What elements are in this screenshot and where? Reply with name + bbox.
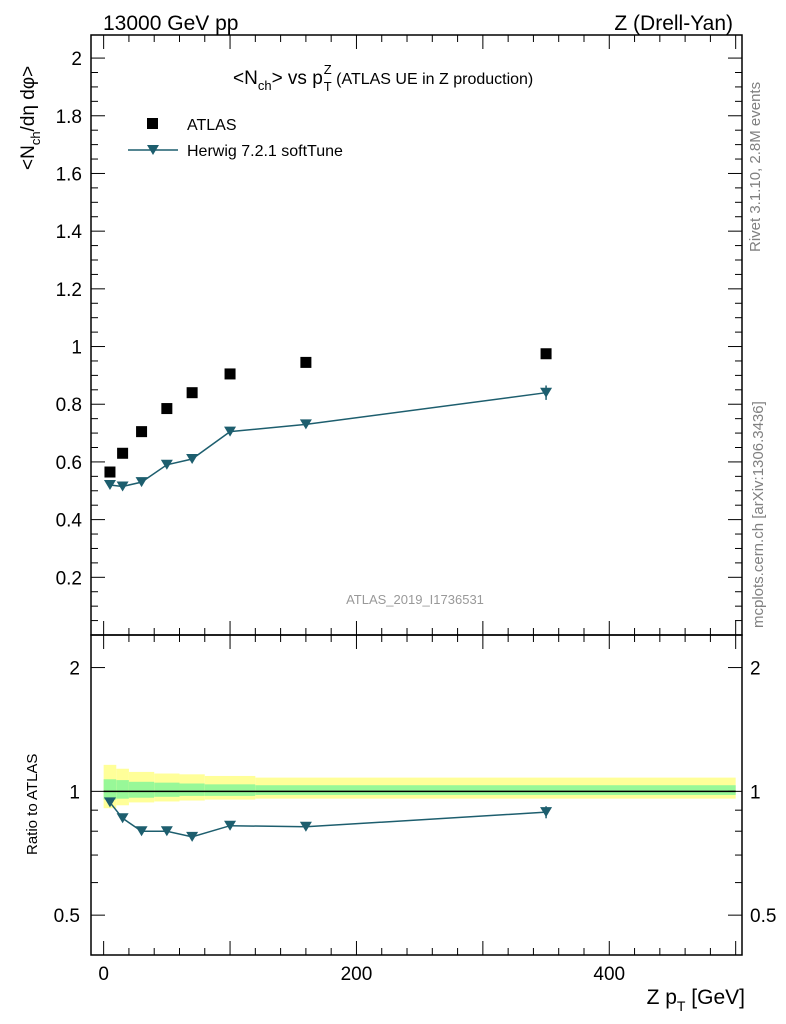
legend-mc-label: Herwig 7.2.1 softTune — [187, 143, 343, 160]
ratio-mc-point — [224, 820, 237, 831]
ratio-ytick-label: 2 — [69, 659, 80, 680]
main-data-marks — [103, 348, 553, 492]
main-ytick-label: 1 — [71, 338, 82, 359]
main-ytick-label: 0.8 — [56, 395, 82, 416]
main-ylabel: <Nch/dη dφ> — [18, 66, 43, 170]
main-ytick-label: 0.4 — [56, 511, 83, 532]
atlas-point — [540, 348, 552, 360]
ratio-mc-point — [103, 797, 116, 808]
ratio-mc-line — [109, 801, 547, 838]
ratio-frame — [90, 634, 743, 956]
atlas-point — [186, 387, 198, 399]
mc-point — [135, 477, 148, 488]
main-ytick-label: 1.2 — [56, 280, 82, 301]
analysis-watermark: ATLAS_2019_I1736531 — [346, 592, 484, 607]
main-ytick-label: 2 — [71, 49, 82, 70]
ratio-band-green — [103, 779, 117, 800]
ratio-ytick-label-right: 0.5 — [750, 906, 776, 927]
main-ytick-label: 0.2 — [56, 568, 82, 589]
mc-point — [160, 459, 173, 470]
main-ytick-label: 1.6 — [56, 164, 82, 185]
ratio-band-green — [204, 784, 256, 796]
ratio-ytick-label: 0.5 — [54, 906, 80, 927]
ratio-mc-point — [186, 831, 199, 842]
ratio-mc-point — [135, 826, 148, 837]
atlas-point — [300, 356, 312, 368]
xlabel: Z pT [GeV] — [647, 986, 745, 1014]
ratio-band-green — [154, 782, 180, 797]
ratio-mc-point — [160, 826, 173, 837]
ratio-ytick-label: 1 — [69, 782, 80, 803]
ratio-mc-point — [299, 821, 312, 832]
main-axis-ticks: 0.2 0.4 0.6 0.8 1 1.2 1.4 1.6 1.8 2 — [56, 35, 742, 636]
header-right: Z (Drell-Yan) — [614, 12, 733, 35]
ratio-band-green — [116, 780, 129, 799]
ratio-ytick-label-right: 2 — [750, 659, 761, 680]
main-ytick-label: 0.6 — [56, 453, 82, 474]
mc-point — [116, 481, 129, 492]
ratio-uncertainty-bands — [103, 764, 736, 809]
atlas-point — [224, 368, 236, 380]
ratio-band-green — [179, 783, 205, 796]
ratio-ylabel: Ratio to ATLAS — [24, 754, 41, 855]
ratio-mc-point — [540, 807, 553, 818]
mcplots-label: mcplots.cern.ch [arXiv:1306.3436] — [750, 401, 767, 628]
main-ytick-label: 1.8 — [56, 107, 82, 128]
ratio-band-green — [255, 785, 736, 795]
legend-atlas-marker — [147, 118, 158, 129]
legend-atlas-label: ATLAS — [187, 117, 237, 134]
ratio-band-green — [128, 781, 155, 798]
ratio-xtick-label: 200 — [341, 964, 373, 985]
legend-mc-marker — [147, 145, 159, 155]
main-ytick-label: 1.4 — [56, 222, 83, 243]
mc-point — [299, 419, 312, 430]
ratio-ytick-label-right: 1 — [750, 782, 761, 803]
ratio-mc-point — [116, 813, 129, 824]
atlas-point — [136, 426, 148, 438]
ratio-data-marks — [103, 797, 553, 842]
mc-point — [186, 454, 199, 465]
ratio-xtick-label: 400 — [593, 964, 625, 985]
atlas-point — [161, 403, 173, 415]
header-left: 13000 GeV pp — [103, 12, 238, 35]
atlas-point — [104, 466, 116, 478]
legend: ATLAS Herwig 7.2.1 softTune — [128, 117, 343, 160]
atlas-point — [117, 447, 129, 459]
chart-title: <Nch> vs pZ T (ATLAS UE in Z production) — [233, 62, 533, 94]
ratio-axis-ticks: 0.5 0.5 1 1 2 2 0 200 400 — [54, 635, 776, 985]
mc-point — [103, 480, 116, 490]
rivet-label: Rivet 3.1.10, 2.8M events — [747, 82, 764, 252]
mc-line — [109, 391, 547, 488]
ratio-xtick-label: 0 — [98, 964, 109, 985]
mc-point — [540, 387, 553, 398]
mc-point — [224, 426, 237, 437]
